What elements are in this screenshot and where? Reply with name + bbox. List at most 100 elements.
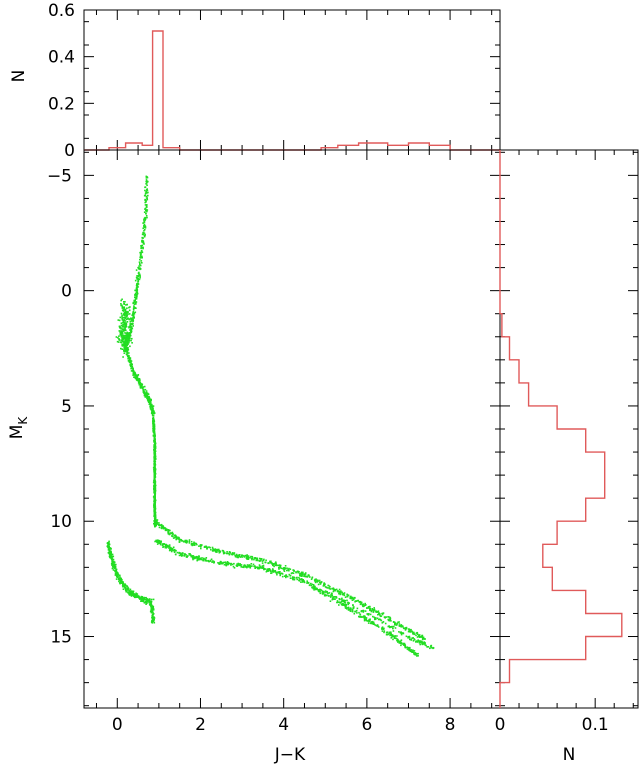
scatter-point (143, 194, 146, 197)
scatter-point (145, 599, 147, 601)
scatter-point (174, 536, 176, 539)
scatter-point (128, 341, 130, 344)
scatter-point (374, 623, 376, 626)
scatter-point (146, 184, 148, 186)
scatter-point (146, 206, 148, 208)
scatter-point (141, 251, 144, 254)
scatter-point (204, 559, 206, 562)
scatter-point (133, 303, 136, 305)
scatter-point (128, 360, 130, 362)
scatter-point (239, 563, 241, 566)
scatter-point (301, 580, 304, 583)
scatter-point (228, 562, 230, 564)
scatter-point (142, 233, 144, 235)
scatter-point (125, 322, 128, 324)
scatter-point (150, 405, 152, 408)
scatter-point (251, 565, 253, 567)
scatter-point (370, 609, 373, 612)
scatter-point (129, 326, 131, 328)
scatter-point (344, 603, 346, 606)
scatter-point (134, 377, 137, 380)
scatter-point (179, 552, 182, 554)
scatter-point (138, 595, 140, 598)
scatter-point (362, 603, 365, 605)
scatter-point (243, 564, 246, 566)
scatter-point (186, 541, 189, 543)
scatter-point (150, 609, 153, 612)
scatter-point (165, 529, 168, 532)
scatter-point (144, 227, 147, 229)
scatter-point (123, 329, 126, 332)
scatter-point (272, 569, 275, 572)
scatter-point (396, 635, 398, 637)
scatter-point (421, 643, 424, 646)
scatter-point (372, 610, 375, 613)
scatter-point (201, 557, 203, 559)
scatter-point (143, 596, 145, 599)
scatter-point (292, 576, 294, 578)
scatter-point (325, 591, 327, 594)
scatter-point (391, 634, 393, 636)
scatter-point (124, 587, 126, 589)
scatter-point (144, 601, 147, 604)
scatter-point (124, 349, 127, 351)
scatter-point (379, 619, 382, 621)
scatter-point (343, 600, 345, 603)
scatter-point (200, 544, 202, 546)
scatter-point (131, 314, 134, 316)
scatter-point (153, 455, 156, 458)
scatter-point (258, 564, 261, 566)
scatter-point (338, 598, 341, 601)
scatter-point (154, 518, 156, 521)
scatter-point (347, 606, 350, 609)
scatter-point (122, 585, 124, 588)
scatter-point (371, 622, 373, 625)
scatter-point (122, 338, 125, 340)
scatter-point (411, 631, 414, 633)
scatter-point (153, 464, 156, 466)
scatter-point (246, 558, 248, 560)
scatter-point (126, 341, 128, 343)
scatter-point (392, 627, 394, 630)
scatter-point (125, 590, 127, 592)
scatter-point (387, 625, 390, 628)
scatter-point (185, 554, 188, 556)
scatter-point (129, 591, 131, 594)
scatter-point (157, 540, 160, 542)
scatter-point (125, 584, 127, 587)
scatter-point (139, 262, 141, 265)
scatter-point (264, 561, 267, 564)
scatter-point (259, 566, 262, 569)
top-y-tick-label: 0.6 (48, 1, 75, 21)
scatter-point (253, 558, 255, 561)
top-y-tick-label: 0.4 (48, 48, 75, 68)
scatter-point (147, 191, 149, 194)
scatter-point (392, 630, 395, 632)
scatter-point (134, 374, 136, 377)
scatter-point (142, 389, 145, 392)
scatter-point (127, 589, 129, 591)
scatter-point (286, 569, 288, 572)
scatter-point (154, 510, 156, 512)
scatter-point (375, 610, 377, 613)
scatter-point (121, 298, 123, 301)
scatter-point (124, 314, 126, 317)
scatter-point (124, 583, 126, 585)
scatter-point (122, 321, 124, 324)
scatter-point (111, 560, 114, 562)
scatter-point (154, 468, 157, 471)
scatter-point (259, 565, 261, 568)
scatter-point (368, 618, 371, 621)
scatter-point (131, 319, 134, 321)
scatter-point (236, 563, 238, 565)
scatter-point (185, 541, 187, 544)
scatter-point (289, 574, 292, 577)
scatter-point (316, 588, 318, 590)
scatter-point (159, 542, 161, 544)
scatter-point (110, 552, 112, 555)
scatter-point (225, 563, 227, 565)
scatter-point (300, 572, 303, 574)
scatter-point (370, 621, 373, 623)
scatter-point (128, 335, 131, 338)
scatter-point (148, 403, 151, 405)
